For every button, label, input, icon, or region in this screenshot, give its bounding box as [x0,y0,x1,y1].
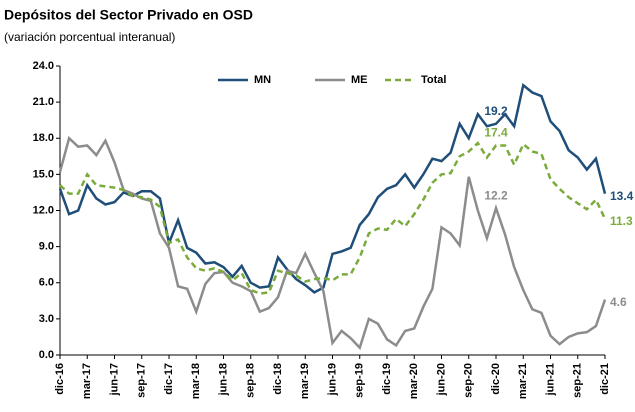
data-label: 11.3 [610,214,633,228]
series-line [58,83,607,294]
data-label: 13.4 [610,189,634,203]
x-tick-label: mar-18 [190,363,202,399]
x-tick-label: mar-20 [408,363,420,399]
series-line [59,141,607,295]
y-tick-label: 0.0 [39,349,54,361]
chart-subtitle: (variación porcentual interanual) [4,30,175,44]
x-tick-label: dic-18 [272,363,284,395]
y-tick-label: 3.0 [39,313,54,325]
x-tick-label: jun-19 [326,363,338,396]
x-tick-label: sep-21 [572,363,584,398]
legend-label: MN [254,74,271,86]
x-tick-label: mar-21 [517,363,529,399]
y-tick-label: 24.0 [33,60,54,72]
data-label: 17.4 [484,126,508,140]
x-tick-label: mar-17 [81,363,93,399]
chart-title: Depósitos del Sector Privado en OSD [4,7,253,23]
x-tick-label: sep-19 [354,363,366,398]
legend-label: ME [351,74,368,86]
x-tick-label: dic-16 [54,363,66,395]
x-tick-label: dic-19 [381,363,393,395]
y-tick-label: 15.0 [33,168,54,180]
y-tick-label: 12.0 [33,204,54,216]
x-tick-label: sep-20 [463,363,475,398]
data-label: 4.6 [610,295,627,309]
legend-label: Total [421,74,446,86]
y-tick-label: 18.0 [33,132,54,144]
series-line [58,135,607,351]
x-tick-label: dic-21 [599,363,611,395]
y-tick-label: 21.0 [33,96,54,108]
x-tick-label: dic-20 [490,363,502,395]
data-label: 12.2 [484,188,508,202]
x-tick-label: jun-20 [435,363,447,396]
x-tick-label: jun-18 [217,363,229,396]
x-tick-label: sep-17 [136,363,148,398]
x-tick-label: sep-18 [245,363,257,398]
x-tick-label: mar-19 [299,363,311,399]
x-tick-label: jun-21 [544,363,556,396]
data-label: 19.2 [484,104,508,118]
x-tick-label: dic-17 [163,363,175,395]
y-tick-label: 9.0 [39,241,54,253]
x-tick-label: jun-17 [108,363,120,396]
y-tick-label: 6.0 [39,277,54,289]
